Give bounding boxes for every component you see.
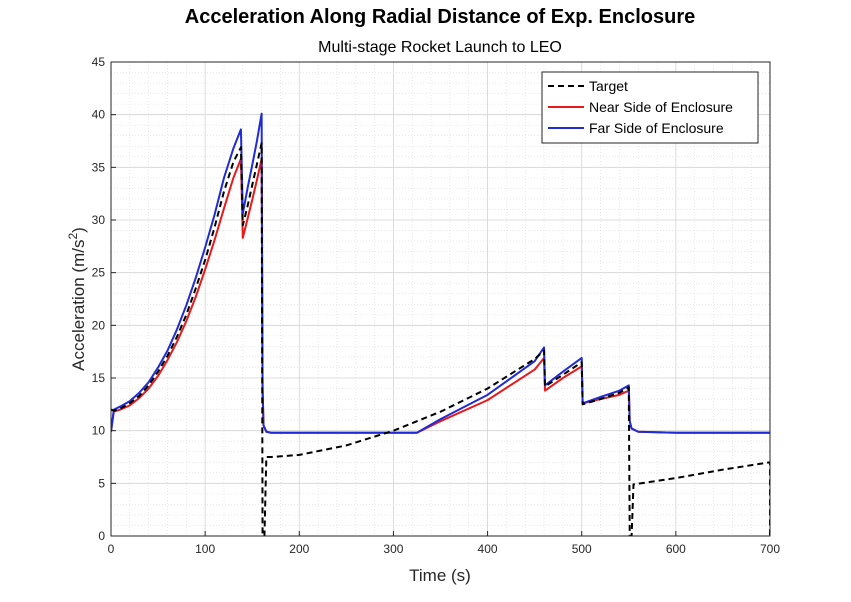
y-tick-label: 5 xyxy=(98,476,105,490)
legend-label: Far Side of Enclosure xyxy=(589,120,724,136)
y-tick-label: 0 xyxy=(98,529,105,543)
y-tick-label: 35 xyxy=(92,160,106,174)
x-tick-label: 500 xyxy=(572,542,592,556)
y-tick-label: 15 xyxy=(92,371,106,385)
y-tick-label: 40 xyxy=(92,108,106,122)
y-axis-label-superscript: 2 xyxy=(66,233,80,240)
y-tick-label: 20 xyxy=(92,318,106,332)
y-tick-label: 10 xyxy=(92,424,106,438)
y-tick-label: 30 xyxy=(92,213,106,227)
series-line-target xyxy=(111,142,770,536)
x-tick-label: 0 xyxy=(108,542,115,556)
x-tick-label: 400 xyxy=(478,542,498,556)
x-tick-label: 100 xyxy=(195,542,215,556)
y-axis: 0 5 10 15 20 25 30 35 40 45 xyxy=(92,55,116,543)
y-axis-label-main: Acceleration (m/s xyxy=(69,240,88,371)
y-tick-label: 25 xyxy=(92,266,106,280)
chart-title: Acceleration Along Radial Distance of Ex… xyxy=(185,6,696,28)
x-axis-label: Time (s) xyxy=(409,566,471,585)
y-axis-label: Acceleration (m/s2) xyxy=(66,227,88,371)
chart-subtitle: Multi-stage Rocket Launch to LEO xyxy=(318,39,562,56)
legend-label: Target xyxy=(589,78,628,94)
x-tick-label: 300 xyxy=(383,542,403,556)
y-tick-label: 45 xyxy=(92,55,106,69)
series-layer xyxy=(111,112,770,536)
plot-frame xyxy=(110,61,771,537)
x-tick-label: 200 xyxy=(289,542,309,556)
x-axis: 0 100 200 300 400 500 600 700 xyxy=(108,531,780,556)
legend: Target Near Side of Enclosure Far Side of … xyxy=(541,71,759,144)
y-axis-label-close: ) xyxy=(69,227,88,233)
legend-label: Near Side of Enclosure xyxy=(589,99,733,115)
x-tick-label: 600 xyxy=(666,542,686,556)
x-tick-label: 700 xyxy=(760,542,780,556)
series-line-far-side-of-enclosure xyxy=(111,112,770,434)
